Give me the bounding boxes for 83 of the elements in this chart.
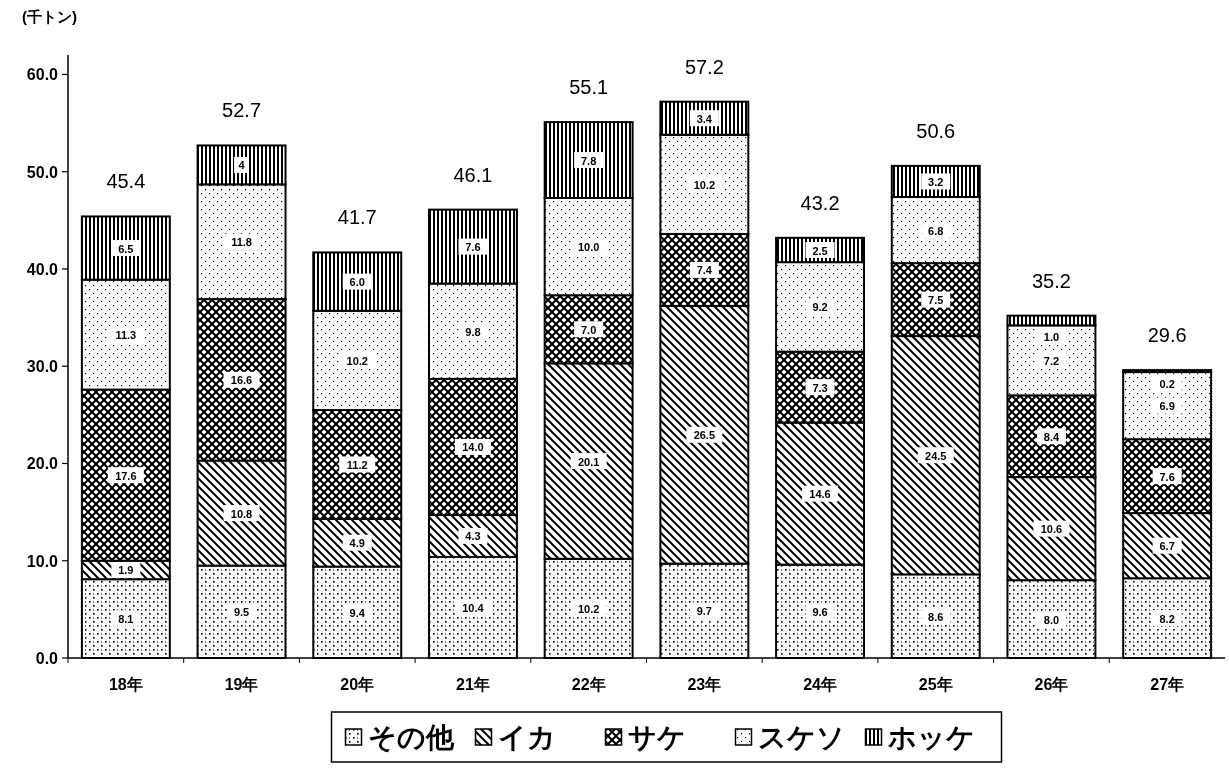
legend-label: イカ [497, 722, 556, 753]
legend-label: サケ [627, 722, 686, 753]
data-label: 8.1 [118, 613, 134, 626]
data-label: 6.7 [1159, 540, 1175, 553]
data-label: 0.2 [1159, 377, 1175, 390]
total-label: 35.2 [1031, 269, 1071, 292]
x-tick-label: 27年 [1150, 676, 1185, 693]
data-label: 26.5 [693, 429, 716, 442]
data-label: 2.5 [812, 244, 828, 257]
data-label: 10.2 [346, 354, 368, 367]
y-tick-label: 60.0 [26, 66, 59, 84]
data-label: 6.9 [1159, 400, 1175, 413]
data-label: 6.8 [928, 224, 944, 237]
data-label: 10.4 [462, 601, 485, 614]
data-label: 24.5 [925, 449, 947, 462]
total-label: 45.4 [106, 170, 146, 193]
total-label: 43.2 [800, 191, 840, 214]
data-label: 7.6 [1159, 470, 1175, 483]
y-tick-label: 10.0 [26, 552, 59, 570]
data-label: 9.8 [465, 325, 481, 338]
data-label: 11.8 [231, 236, 252, 249]
data-label: 4 [238, 159, 246, 172]
data-label: 9.4 [349, 606, 366, 619]
data-label: 7.5 [928, 294, 944, 307]
y-tick-label: 40.0 [26, 260, 59, 278]
x-tick-label: 24年 [803, 676, 837, 693]
legend-label: スケソ [757, 722, 845, 753]
data-label: 1.9 [118, 564, 134, 577]
total-label: 29.6 [1147, 324, 1187, 347]
x-tick-label: 22年 [571, 676, 606, 693]
data-label: 3.4 [696, 112, 713, 125]
total-label: 57.2 [684, 55, 724, 78]
data-label: 7.3 [812, 381, 828, 394]
total-label: 55.1 [569, 76, 609, 99]
y-tick-label: 0.0 [35, 650, 59, 667]
data-label: 11.3 [115, 329, 137, 342]
legend-label: ホッケ [887, 722, 975, 753]
data-label: 8.6 [928, 610, 944, 623]
total-label: 50.6 [916, 119, 956, 142]
data-label: 10.6 [1040, 523, 1063, 536]
data-label: 14.0 [462, 441, 484, 454]
data-label: 9.6 [812, 605, 828, 618]
data-label: 14.6 [809, 488, 831, 501]
data-label: 4.9 [349, 537, 365, 550]
data-label: 7.0 [581, 323, 597, 336]
y-tick-label: 20.0 [26, 455, 59, 473]
data-label: 9.7 [696, 605, 712, 618]
x-tick-label: 25年 [918, 676, 953, 693]
data-label: 10.2 [693, 178, 716, 191]
y-tick-label: 50.0 [26, 163, 59, 181]
y-axis-title: (千トン) [22, 8, 77, 25]
data-label: 8.2 [1159, 612, 1175, 625]
data-label: 7.2 [1043, 354, 1060, 367]
data-label: 10.8 [230, 507, 253, 520]
x-tick-label: 20年 [340, 676, 375, 693]
data-label: 7.4 [696, 264, 713, 277]
data-label: 7.8 [581, 154, 597, 167]
total-label: 46.1 [453, 163, 493, 186]
data-label: 9.2 [812, 301, 828, 314]
x-tick-label: 18年 [108, 676, 143, 693]
data-label: 10.2 [577, 602, 600, 615]
total-label: 52.7 [222, 99, 262, 122]
data-label: 1.0 [1043, 330, 1060, 343]
x-tick-label: 23年 [687, 676, 722, 693]
data-label: 10.0 [577, 241, 600, 254]
x-tick-label: 26年 [1034, 676, 1069, 693]
x-tick-label: 21年 [456, 676, 490, 693]
total-label: 41.7 [337, 206, 377, 229]
data-label: 7.6 [465, 241, 481, 254]
data-label: 4.3 [465, 530, 481, 543]
data-label: 20.1 [577, 455, 600, 468]
y-tick-label: 30.0 [26, 358, 59, 376]
data-label: 6.0 [349, 276, 365, 289]
data-label: 16.6 [230, 374, 253, 387]
data-label: 8.0 [1043, 613, 1060, 626]
data-label: 11.2 [346, 458, 368, 471]
data-label: 9.5 [233, 606, 250, 619]
data-label: 17.6 [115, 469, 137, 482]
data-label: 8.4 [1043, 430, 1060, 443]
data-label: 6.5 [118, 242, 134, 255]
x-tick-label: 19年 [224, 676, 259, 693]
data-label: 3.2 [928, 175, 944, 188]
legend-label: その他 [367, 722, 455, 753]
